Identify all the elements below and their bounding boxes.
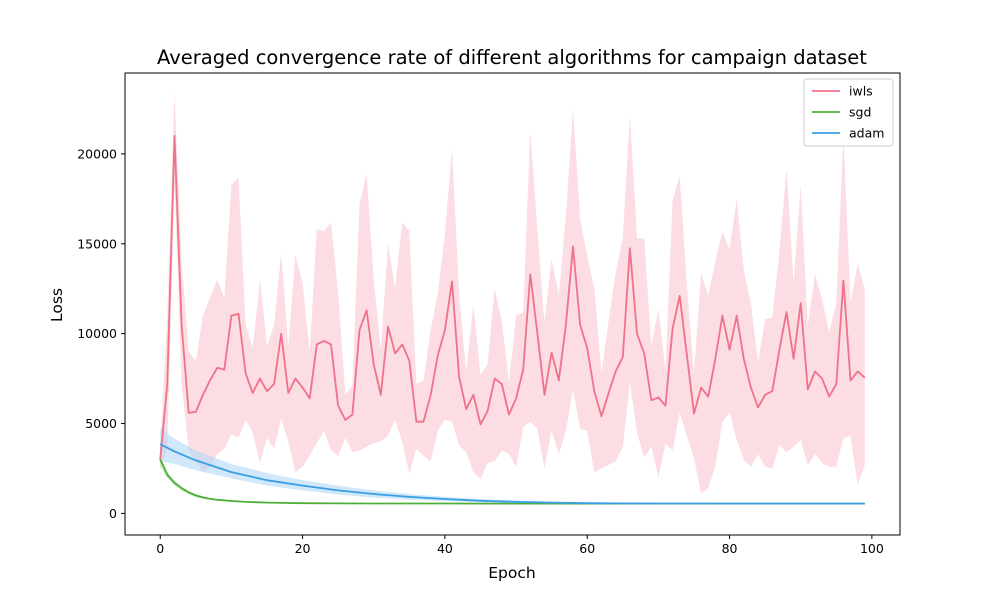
adam-line bbox=[159, 443, 865, 505]
chart-title: Averaged convergence rate of different a… bbox=[157, 46, 867, 69]
iwls-legend-label: iwls bbox=[849, 84, 873, 99]
axes: 0 20 40 60 80 100 0 5000 10000 15000 20000 bbox=[77, 72, 901, 556]
x-tick-label: 60 bbox=[579, 541, 595, 556]
x-axis-label: Epoch bbox=[488, 564, 535, 582]
y-tick-label: 0 bbox=[109, 506, 117, 521]
adam-legend-label: adam bbox=[849, 126, 884, 141]
x-tick-label: 100 bbox=[860, 541, 884, 556]
x-tick-label: 0 bbox=[156, 541, 164, 556]
plot-frame bbox=[124, 72, 901, 536]
y-axis-label: Loss bbox=[48, 288, 66, 322]
legend: iwls sgd adam bbox=[803, 78, 894, 147]
y-tick-label: 5000 bbox=[85, 416, 117, 431]
series-lines bbox=[159, 134, 866, 505]
iwls-line bbox=[159, 134, 866, 460]
y-tick-label: 10000 bbox=[77, 326, 117, 341]
x-tick-label: 80 bbox=[722, 541, 738, 556]
y-tick-label: 15000 bbox=[77, 236, 117, 251]
sgd-legend-label: sgd bbox=[849, 105, 871, 120]
legend-box bbox=[803, 78, 894, 147]
x-tick-label: 40 bbox=[437, 541, 453, 556]
x-tick-label: 20 bbox=[295, 541, 311, 556]
y-tick-label: 20000 bbox=[77, 146, 117, 161]
